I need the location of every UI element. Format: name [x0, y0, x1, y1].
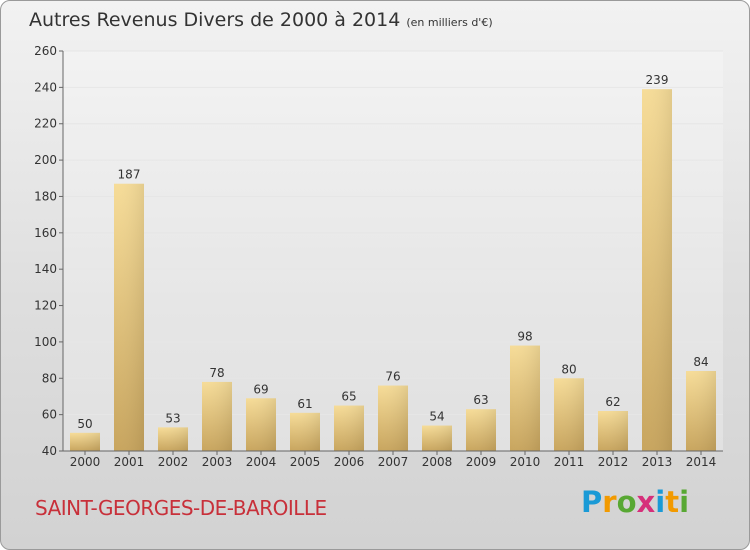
bar-shade-2003	[202, 381, 232, 451]
logo-letter: i	[655, 485, 666, 519]
x-tick-label: 2011	[554, 455, 585, 469]
data-label: 76	[385, 370, 400, 384]
data-label: 63	[473, 393, 488, 407]
data-label: 54	[429, 410, 444, 424]
x-tick-label: 2012	[598, 455, 629, 469]
proxiti-logo: Proxiti	[581, 485, 689, 519]
bar-shade-2007	[378, 385, 408, 451]
y-tick-label: 140	[34, 262, 57, 276]
data-label: 239	[646, 73, 669, 87]
chart-title-text: Autres Revenus Divers de 2000 à 2014	[29, 9, 401, 31]
y-tick-label: 100	[34, 335, 57, 349]
x-tick-label: 2004	[246, 455, 277, 469]
bar-shade-2011	[554, 378, 584, 451]
y-tick-label: 120	[34, 299, 57, 313]
y-tick-label: 220	[34, 117, 57, 131]
x-tick-label: 2002	[158, 455, 189, 469]
data-label: 61	[297, 397, 312, 411]
data-label: 78	[209, 366, 224, 380]
bar-shade-2000	[70, 432, 100, 451]
bar-shade-2006	[334, 405, 364, 451]
logo-letter: P	[581, 485, 603, 519]
bar-shade-2012	[598, 411, 628, 451]
x-tick-label: 2008	[422, 455, 453, 469]
x-tick-label: 2005	[290, 455, 321, 469]
data-label: 187	[118, 168, 141, 182]
x-tick-label: 2001	[114, 455, 145, 469]
data-label: 65	[341, 390, 356, 404]
commune-name: SAINT-GEORGES-DE-BAROILLE	[35, 496, 327, 520]
data-label: 62	[605, 395, 620, 409]
bar-shade-2004	[246, 398, 276, 451]
y-tick-label: 40	[42, 444, 57, 458]
bar-shade-2002	[158, 427, 188, 451]
logo-letter: t	[665, 485, 680, 519]
y-tick-label: 180	[34, 189, 57, 203]
bar-shade-2010	[510, 345, 540, 451]
data-label: 50	[77, 417, 92, 431]
chart-unit: (en milliers d'€)	[406, 16, 493, 29]
logo-letter: o	[616, 485, 637, 519]
data-label: 53	[165, 411, 180, 425]
x-tick-label: 2007	[378, 455, 409, 469]
bar-shade-2008	[422, 425, 452, 451]
logo-letter: i	[679, 485, 690, 519]
plot-area	[63, 51, 723, 451]
x-tick-label: 2000	[70, 455, 101, 469]
x-tick-label: 2013	[642, 455, 673, 469]
bar-shade-2009	[466, 409, 496, 451]
x-tick-label: 2010	[510, 455, 541, 469]
bar-shade-2013	[642, 89, 672, 451]
y-tick-label: 200	[34, 153, 57, 167]
data-label: 80	[561, 362, 576, 376]
y-tick-label: 60	[42, 408, 57, 422]
x-tick-label: 2014	[686, 455, 717, 469]
y-tick-label: 80	[42, 371, 57, 385]
bar-shade-2014	[686, 371, 716, 451]
x-tick-label: 2003	[202, 455, 233, 469]
bar-shade-2001	[114, 183, 144, 451]
chart-title: Autres Revenus Divers de 2000 à 2014 (en …	[29, 9, 493, 31]
bar-shade-2005	[290, 412, 320, 451]
x-tick-label: 2009	[466, 455, 497, 469]
logo-letter: x	[636, 485, 656, 519]
y-tick-label: 240	[34, 80, 57, 94]
y-tick-label: 260	[34, 44, 57, 58]
data-label: 69	[253, 382, 268, 396]
data-label: 84	[693, 355, 708, 369]
x-tick-label: 2006	[334, 455, 365, 469]
logo-letter: r	[602, 485, 617, 519]
data-label: 98	[517, 330, 532, 344]
y-tick-label: 160	[34, 226, 57, 240]
